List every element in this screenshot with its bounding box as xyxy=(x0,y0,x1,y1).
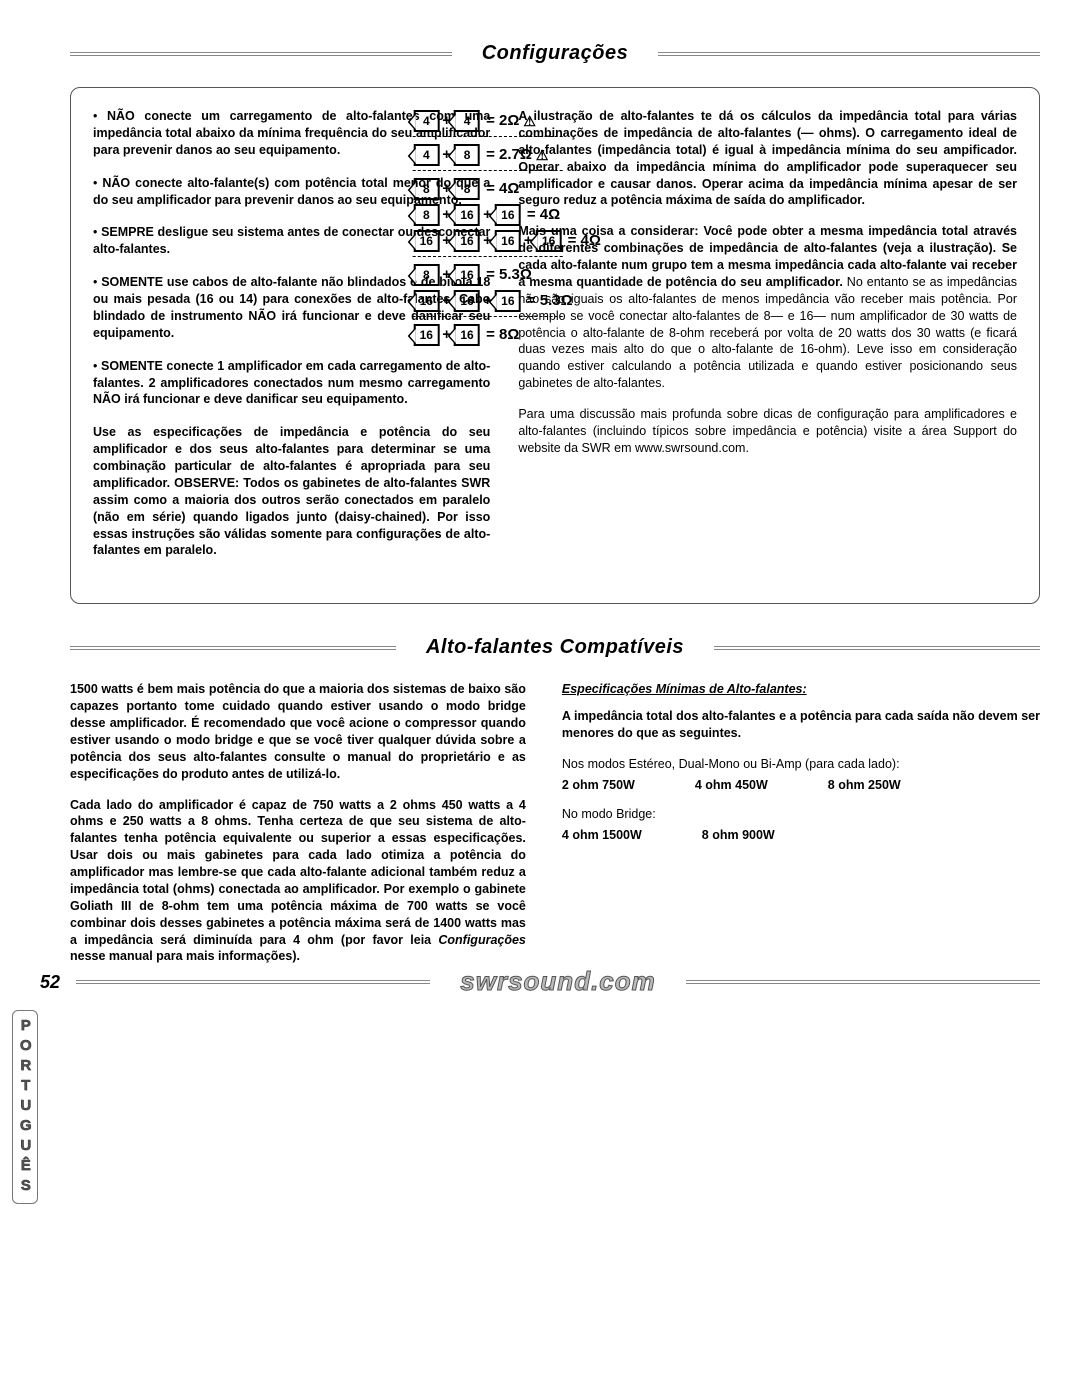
imp-row-7: 16 + 16 + 16 = 5.3Ω xyxy=(412,290,601,312)
bullet-5: • SOMENTE conecte 1 amplificador em cada… xyxy=(93,358,490,409)
speaker-icon: 8 xyxy=(454,178,480,200)
dashed-divider xyxy=(412,170,562,171)
speaker-icon: 16 xyxy=(413,230,439,252)
footer-line-right xyxy=(686,980,1040,984)
speaker-icon: 16 xyxy=(495,230,521,252)
spec-1a: 2 ohm 750W xyxy=(562,777,635,794)
speaker-icon: 8 xyxy=(454,144,480,166)
config-panel: • NÃO conecte um carregamento de alto-fa… xyxy=(70,87,1040,604)
section-compativeis-title: Alto-falantes Compatíveis xyxy=(70,634,1040,661)
spec-row-2: 4 ohm 1500W 8 ohm 900W xyxy=(562,827,1040,844)
eq-text: = 8Ω xyxy=(486,325,519,345)
footer-line-left xyxy=(76,980,430,984)
speaker-icon: 16 xyxy=(454,230,480,252)
imp-row-1: 4 + 4 = 2Ω ⚠ xyxy=(412,110,601,132)
rule-left xyxy=(70,646,396,650)
speaker-icon: 4 xyxy=(454,110,480,132)
imp-row-6: 8 + 16 = 5.3Ω xyxy=(412,264,601,286)
imp-row-3: 8 + 8 = 4Ω xyxy=(412,178,601,200)
lower-columns: 1500 watts é bem mais potência do que a … xyxy=(70,681,1040,979)
speaker-icon: 16 xyxy=(536,230,562,252)
mode-2-label: No modo Bridge: xyxy=(562,806,1040,823)
dashed-divider xyxy=(412,256,562,257)
lower-left-p1: 1500 watts é bem mais potência do que a … xyxy=(70,681,526,782)
speaker-icon: 16 xyxy=(495,204,521,226)
eq-text: = 5.3Ω xyxy=(527,291,573,311)
speaker-icon: 16 xyxy=(413,290,439,312)
impedance-illustration: 4 + 4 = 2Ω ⚠ 4 + 8 = 2.7Ω ⚠ 8 + 8 = 4Ω 8… xyxy=(412,110,601,350)
section-configuracoes-title: Configurações xyxy=(70,40,1040,67)
warning-icon: ⚠ xyxy=(536,146,549,165)
rule-right xyxy=(714,646,1040,650)
speaker-icon: 16 xyxy=(454,204,480,226)
speaker-icon: 8 xyxy=(413,204,439,226)
mode-1-label: Nos modos Estéreo, Dual-Mono ou Bi-Amp (… xyxy=(562,756,1040,773)
title-text: Alto-falantes Compatíveis xyxy=(426,634,684,661)
speaker-icon: 16 xyxy=(454,324,480,346)
imp-row-5: 16 + 16 + 16 + 16 = 4Ω xyxy=(412,230,601,252)
spec-2b: 8 ohm 900W xyxy=(702,827,775,844)
speaker-icon: 16 xyxy=(495,290,521,312)
lower-left-p2: Cada lado do amplificador é capaz de 750… xyxy=(70,797,526,966)
speaker-icon: 4 xyxy=(413,144,439,166)
eq-text: = 4Ω xyxy=(486,179,519,199)
eq-text: = 4Ω xyxy=(527,205,560,225)
spec-subhead: Especificações Mínimas de Alto-falantes: xyxy=(562,681,1040,698)
speaker-icon: 8 xyxy=(413,178,439,200)
dashed-divider xyxy=(412,136,562,137)
imp-row-8: 16 + 16 = 8Ω xyxy=(412,324,601,346)
spec-1c: 8 ohm 250W xyxy=(828,777,901,794)
inline-link-configuracoes: Configurações xyxy=(438,933,526,947)
left-para-1: Use as especificações de impedância e po… xyxy=(93,424,490,559)
imp-row-2: 4 + 8 = 2.7Ω ⚠ xyxy=(412,144,601,166)
speaker-icon: 16 xyxy=(454,290,480,312)
lower-right-col: Especificações Mínimas de Alto-falantes:… xyxy=(562,681,1040,979)
right-para-3: Para uma discussão mais profunda sobre d… xyxy=(518,406,1017,457)
warning-icon: ⚠ xyxy=(523,112,536,131)
spec-2a: 4 ohm 1500W xyxy=(562,827,642,844)
speaker-icon: 8 xyxy=(413,264,439,286)
speaker-icon: 16 xyxy=(413,324,439,346)
speaker-icon: 4 xyxy=(413,110,439,132)
eq-text: = 2.7Ω xyxy=(486,145,532,165)
title-text: Configurações xyxy=(482,40,629,67)
page-footer: 52 swrsound.com xyxy=(40,964,1040,999)
eq-text: = 5.3Ω xyxy=(486,265,532,285)
lower-right-p1: A impedância total dos alto-falantes e a… xyxy=(562,708,1040,742)
rule-left xyxy=(70,52,452,56)
imp-row-4: 8 + 16 + 16 = 4Ω xyxy=(412,204,601,226)
eq-text: = 2Ω xyxy=(486,111,519,131)
spec-1b: 4 ohm 450W xyxy=(695,777,768,794)
lower-left-col: 1500 watts é bem mais potência do que a … xyxy=(70,681,526,979)
spec-row-1: 2 ohm 750W 4 ohm 450W 8 ohm 250W xyxy=(562,777,1040,794)
speaker-icon: 16 xyxy=(454,264,480,286)
eq-text: = 4Ω xyxy=(568,231,601,251)
dashed-divider xyxy=(412,316,562,317)
rule-right xyxy=(658,52,1040,56)
page-number: 52 xyxy=(40,970,60,994)
language-tab: PORTUGUÊS xyxy=(12,1010,38,1204)
footer-site: swrsound.com xyxy=(460,964,655,999)
